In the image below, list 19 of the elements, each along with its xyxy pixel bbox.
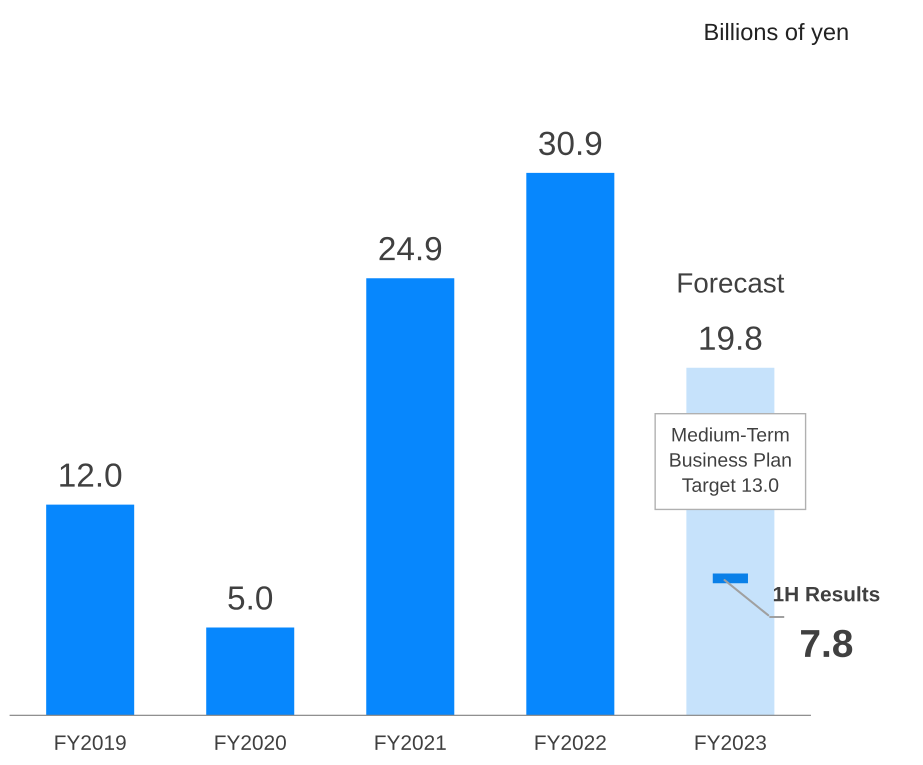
x-tick-label: FY2021 <box>376 735 446 750</box>
ref-line-label: 1H Results <box>774 586 880 602</box>
x-tick-label: FY2022 <box>536 735 606 750</box>
data-label: 19.8 <box>700 326 762 350</box>
bar <box>526 172 614 716</box>
bar <box>366 278 454 716</box>
data-label: 12.0 <box>60 463 122 487</box>
annotation: Medium-Term Business Plan Target 13.0 <box>670 427 791 496</box>
data-label: 24.9 <box>380 236 442 261</box>
x-tick-label: FY2019 <box>55 735 126 750</box>
annotation: 7.8 <box>801 630 852 658</box>
annotation: Forecast <box>678 273 784 293</box>
data-label: 30.9 <box>539 132 602 156</box>
bar <box>206 628 294 716</box>
x-tick-label: FY2023 <box>696 735 766 750</box>
data-label: 5.0 <box>228 586 272 610</box>
text: Billions of yen <box>705 22 848 45</box>
x-tick-label: FY2020 <box>215 735 286 750</box>
bar <box>46 504 134 716</box>
